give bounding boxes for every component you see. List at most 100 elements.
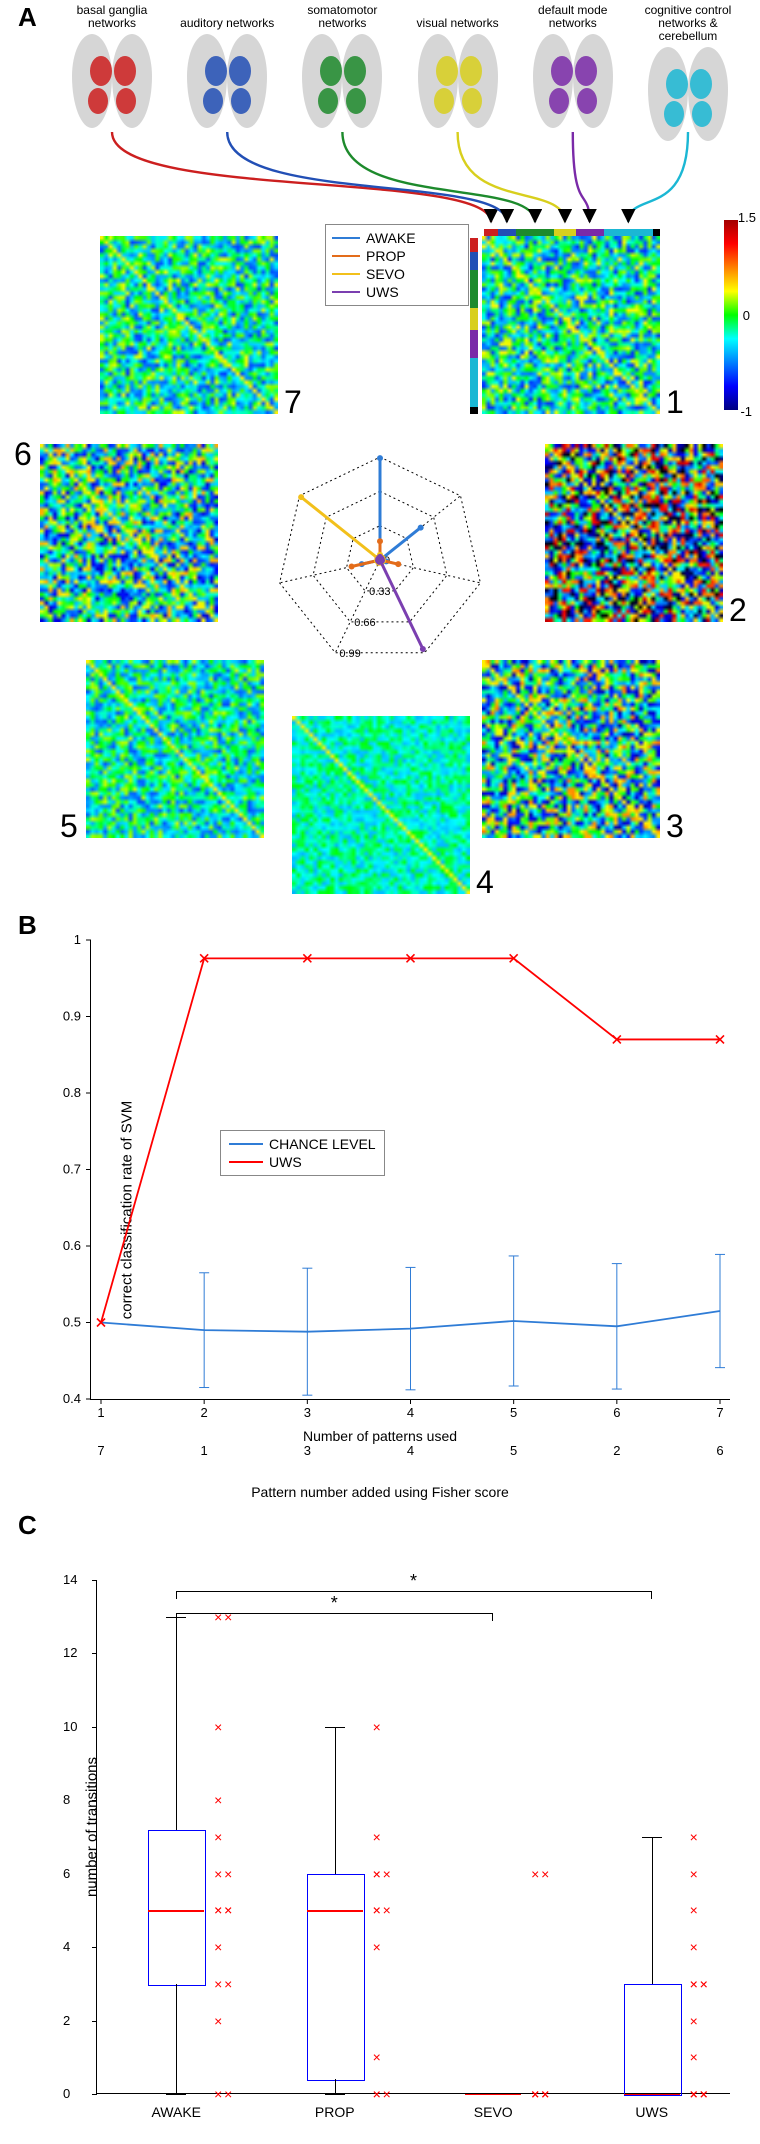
- legend-item: CHANCE LEVEL: [229, 1135, 376, 1153]
- ytick: 6: [63, 1866, 88, 1881]
- panel-label-b: B: [18, 910, 37, 941]
- axes-b: 0.40.50.60.70.80.9117213344556276: [90, 940, 730, 1400]
- xtick: PROP: [315, 2104, 355, 2120]
- data-point: ×: [373, 1903, 381, 1917]
- matrix-label: 4: [476, 864, 494, 901]
- legend-text: UWS: [366, 284, 399, 300]
- svg-text:0.6: 0.6: [63, 1238, 81, 1253]
- svg-text:1: 1: [97, 1405, 104, 1420]
- legend-text: AWAKE: [366, 230, 416, 246]
- svg-text:3: 3: [304, 1443, 311, 1458]
- ytick: 10: [63, 1719, 88, 1734]
- data-point: ×: [373, 1940, 381, 1954]
- matrix-label: 7: [284, 384, 302, 421]
- legend-item: PROP: [332, 247, 462, 265]
- data-point: ×: [214, 1830, 222, 1844]
- data-point: ×: [531, 2087, 539, 2101]
- radar-chart: 00.330.660.99: [260, 440, 500, 680]
- svg-text:6: 6: [613, 1405, 620, 1420]
- data-point: ×: [383, 1867, 391, 1881]
- legend-conditions: AWAKE PROP SEVO UWS: [325, 224, 469, 306]
- legend-text: PROP: [366, 248, 406, 264]
- svg-text:5: 5: [510, 1443, 517, 1458]
- colorbar-min: -1: [740, 404, 752, 419]
- matrix-3: [482, 660, 660, 838]
- data-point: ×: [224, 1903, 232, 1917]
- data-point: ×: [373, 2050, 381, 2064]
- axes-c: 02468101214AWAKEPROPSEVOUWS×××××××××××××…: [96, 1580, 730, 2094]
- matrix-6: [40, 444, 218, 622]
- legend-item: AWAKE: [332, 229, 462, 247]
- svg-text:5: 5: [510, 1405, 517, 1420]
- data-point: ×: [214, 2087, 222, 2101]
- svg-text:3: 3: [304, 1405, 311, 1420]
- significance-star: *: [410, 1571, 417, 1592]
- data-point: ×: [700, 2087, 708, 2101]
- data-point: ×: [373, 1830, 381, 1844]
- data-point: ×: [214, 1793, 222, 1807]
- data-point: ×: [690, 1867, 698, 1881]
- svg-text:1: 1: [201, 1443, 208, 1458]
- svg-text:1: 1: [74, 932, 81, 947]
- data-point: ×: [373, 2087, 381, 2101]
- data-point: ×: [214, 1867, 222, 1881]
- data-point: ×: [224, 1610, 232, 1624]
- xtick: AWAKE: [151, 2104, 201, 2120]
- data-point: ×: [373, 1867, 381, 1881]
- x-axis-label-bottom: Pattern number added using Fisher score: [0, 1484, 760, 1500]
- ytick: 12: [63, 1645, 88, 1660]
- data-point: ×: [224, 2087, 232, 2101]
- data-point: ×: [690, 1940, 698, 1954]
- matrix-2: [545, 444, 723, 622]
- legend-text: UWS: [269, 1154, 302, 1170]
- panel-label-c: C: [18, 1510, 37, 1541]
- data-point: ×: [383, 1903, 391, 1917]
- matrix-7: [100, 236, 278, 414]
- data-point: ×: [690, 1830, 698, 1844]
- matrix-label: 2: [729, 592, 747, 629]
- svg-text:0.4: 0.4: [63, 1391, 81, 1406]
- xtick: UWS: [635, 2104, 668, 2120]
- svg-text:4: 4: [407, 1405, 414, 1420]
- svg-text:0.33: 0.33: [369, 586, 390, 598]
- legend-b: CHANCE LEVELUWS: [220, 1130, 385, 1176]
- box: [307, 1874, 365, 2082]
- data-point: ×: [224, 1867, 232, 1881]
- matrix-label: 1: [666, 384, 684, 421]
- ytick: 14: [63, 1572, 88, 1587]
- data-point: ×: [214, 1720, 222, 1734]
- matrix-label: 6: [14, 436, 32, 473]
- box: [148, 1830, 206, 1986]
- data-point: ×: [690, 2014, 698, 2028]
- data-point: ×: [214, 2014, 222, 2028]
- data-point: ×: [214, 1610, 222, 1624]
- legend-text: SEVO: [366, 266, 405, 282]
- figure-root: A basal ganglia networksauditory network…: [0, 0, 760, 2144]
- data-point: ×: [690, 1977, 698, 1991]
- matrix-4: [292, 716, 470, 894]
- svg-text:7: 7: [97, 1443, 104, 1458]
- data-point: ×: [690, 1903, 698, 1917]
- panel-a: A basal ganglia networksauditory network…: [0, 0, 760, 910]
- xtick: SEVO: [474, 2104, 513, 2120]
- ytick: 8: [63, 1792, 88, 1807]
- legend-item: UWS: [332, 283, 462, 301]
- legend-item: SEVO: [332, 265, 462, 283]
- ytick: 0: [63, 2086, 88, 2101]
- matrix-label: 5: [60, 808, 78, 845]
- svg-text:0.8: 0.8: [63, 1085, 81, 1100]
- ytick: 4: [63, 1939, 88, 1954]
- svg-text:7: 7: [716, 1405, 723, 1420]
- matrix-1: [482, 236, 660, 414]
- data-point: ×: [214, 1903, 222, 1917]
- ytick: 2: [63, 2013, 88, 2028]
- svg-text:0.9: 0.9: [63, 1009, 81, 1024]
- matrix-label: 3: [666, 808, 684, 845]
- data-point: ×: [373, 1720, 381, 1734]
- data-point: ×: [690, 2050, 698, 2064]
- svg-text:0.66: 0.66: [354, 617, 375, 629]
- svg-text:0.99: 0.99: [339, 648, 360, 660]
- data-point: ×: [541, 2087, 549, 2101]
- svg-text:2: 2: [201, 1405, 208, 1420]
- svg-text:0.5: 0.5: [63, 1315, 81, 1330]
